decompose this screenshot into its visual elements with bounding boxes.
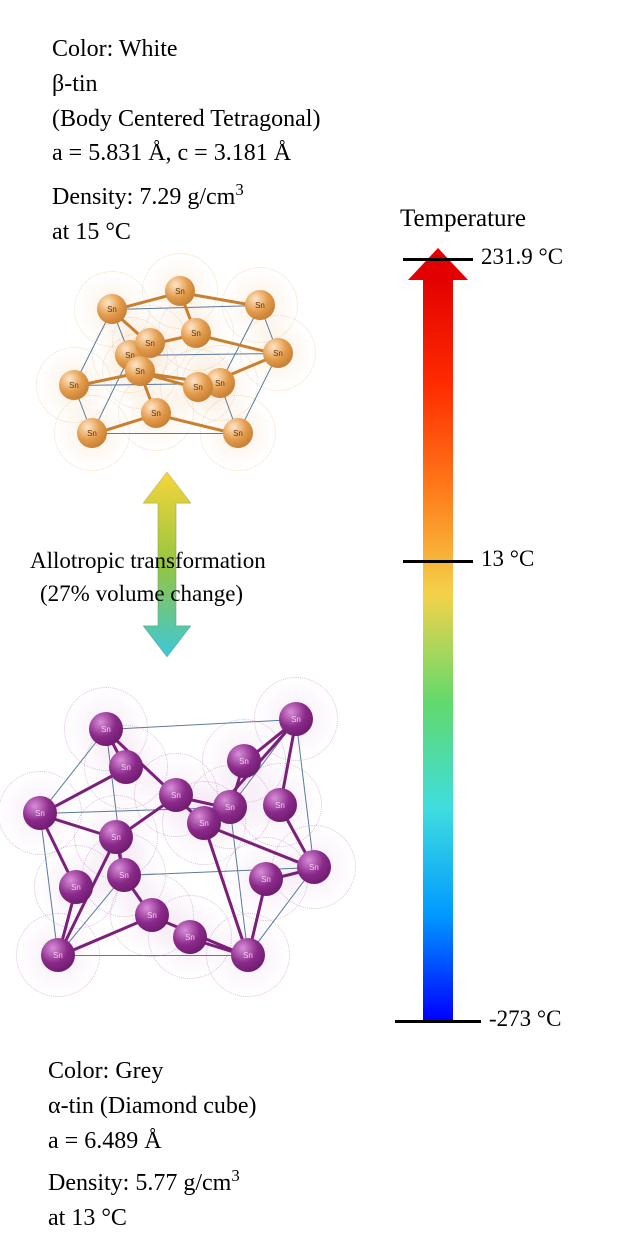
atom-sphere: Sn	[141, 398, 171, 428]
transformation-text: Allotropic transformation(27% volume cha…	[30, 544, 266, 611]
alpha-crystal-diagram: SnSnSnSnSnSnSnSnSnSnSnSnSnSnSnSnSnSn	[18, 655, 338, 1015]
atom-sphere: Sn	[41, 938, 75, 972]
atom-sphere: Sn	[263, 338, 293, 368]
temperature-tick-label: 231.9 °C	[481, 244, 563, 270]
beta-density-block: Density: 7.29 g/cm3at 15 °C	[52, 178, 244, 250]
temperature-tick-label: 13 °C	[481, 546, 534, 572]
atom-sphere: Sn	[59, 870, 93, 904]
text-line: a = 5.831 Å, c = 3.181 Å	[52, 136, 320, 171]
atom-sphere: Sn	[125, 356, 155, 386]
atom-sphere: Sn	[223, 418, 253, 448]
temperature-tick	[403, 258, 473, 261]
temperature-arrow-icon	[423, 248, 453, 1020]
text-line: Color: White	[52, 32, 320, 67]
beta-text-block: Color: Whiteβ-tin(Body Centered Tetragon…	[52, 32, 320, 171]
atom-sphere: Sn	[165, 276, 195, 306]
atom-sphere: Sn	[297, 850, 331, 884]
atom-sphere: Sn	[263, 788, 297, 822]
atom-sphere: Sn	[183, 372, 213, 402]
atom-sphere: Sn	[181, 318, 211, 348]
atom-sphere: Sn	[135, 328, 165, 358]
beta-crystal-diagram: SnSnSnSnSnSnSnSnSnSnSnSnSnSn	[20, 255, 340, 475]
atom-sphere: Sn	[23, 796, 57, 830]
atom-sphere: Sn	[187, 806, 221, 840]
density-temp-line: at 15 °C	[52, 215, 244, 250]
atom-sphere: Sn	[279, 702, 313, 736]
transformation-line2: (27% volume change)	[30, 577, 266, 610]
alpha-text-block: Color: Greyα-tin (Diamond cube)a = 6.489…	[48, 1054, 257, 1158]
text-line: β-tin	[52, 67, 320, 102]
atom-sphere: Sn	[159, 778, 193, 812]
density-temp-line: at 13 °C	[48, 1201, 240, 1236]
atom-sphere: Sn	[249, 862, 283, 896]
text-line: (Body Centered Tetragonal)	[52, 102, 320, 137]
text-line: Color: Grey	[48, 1054, 257, 1089]
density-line: Density: 5.77 g/cm3	[48, 1164, 240, 1201]
atom-sphere: Sn	[59, 370, 89, 400]
atom-sphere: Sn	[245, 290, 275, 320]
temperature-tick-label: -273 °C	[489, 1006, 561, 1032]
atom-sphere: Sn	[231, 938, 265, 972]
alpha-density-block: Density: 5.77 g/cm3at 13 °C	[48, 1164, 240, 1236]
temperature-tick	[395, 1020, 481, 1023]
temperature-tick	[403, 560, 473, 563]
text-line: a = 6.489 Å	[48, 1124, 257, 1159]
density-line: Density: 7.29 g/cm3	[52, 178, 244, 215]
atom-sphere: Sn	[135, 898, 169, 932]
atom-sphere: Sn	[99, 820, 133, 854]
atom-sphere: Sn	[97, 294, 127, 324]
atom-sphere: Sn	[227, 744, 261, 778]
atom-sphere: Sn	[89, 712, 123, 746]
transformation-line1: Allotropic transformation	[30, 544, 266, 577]
atom-sphere: Sn	[107, 858, 141, 892]
temperature-title: Temperature	[400, 205, 526, 233]
atom-sphere: Sn	[173, 920, 207, 954]
text-line: α-tin (Diamond cube)	[48, 1089, 257, 1124]
atom-sphere: Sn	[77, 418, 107, 448]
atom-sphere: Sn	[109, 750, 143, 784]
